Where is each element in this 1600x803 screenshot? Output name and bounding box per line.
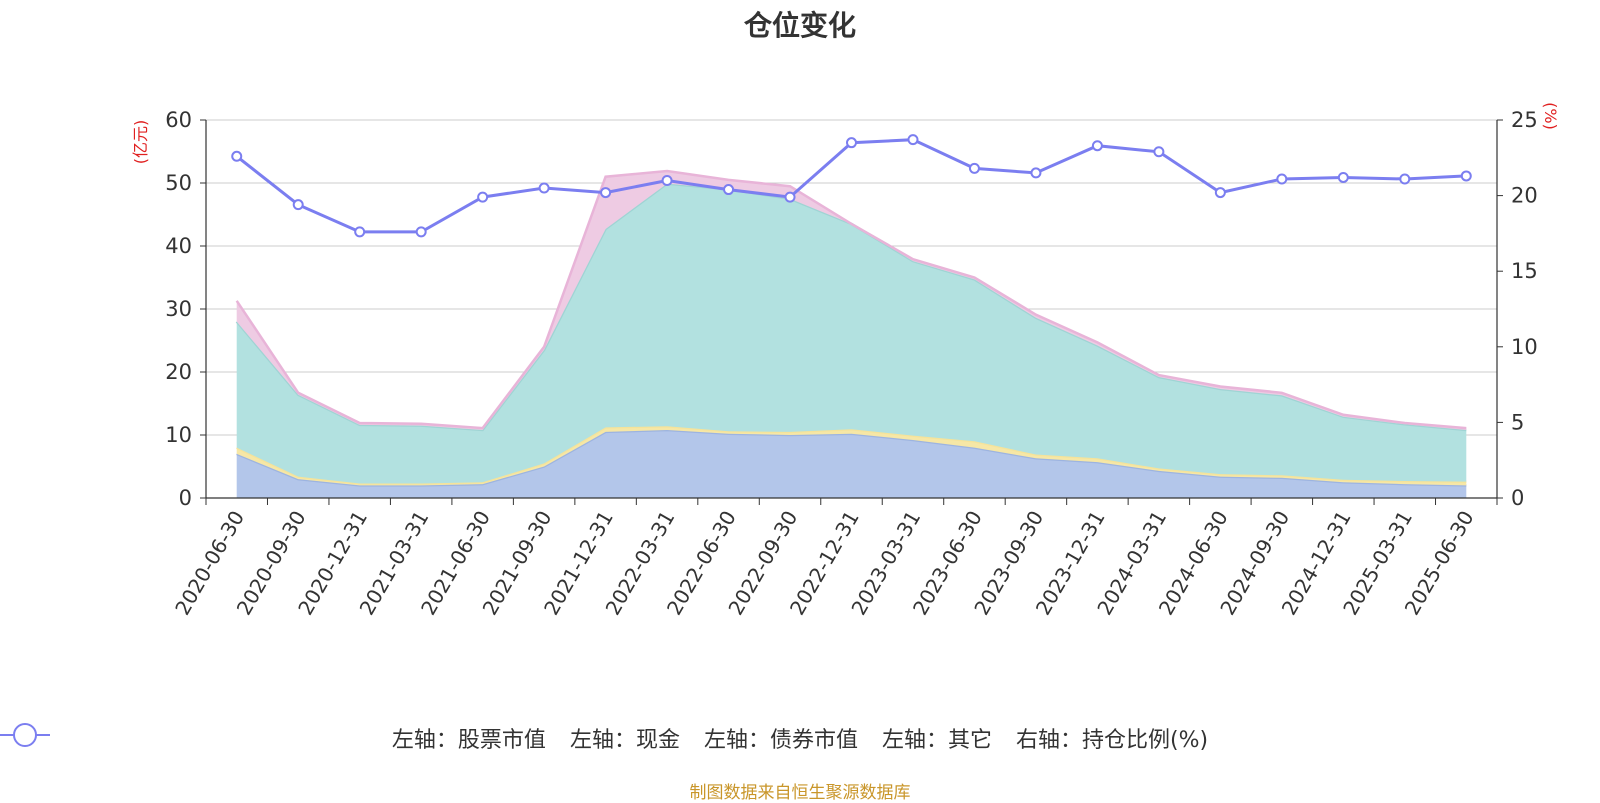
legend-item[interactable]: 左轴：其它 [0, 722, 992, 754]
legend-item[interactable]: 左轴：债券市值 [0, 722, 858, 754]
ratio-point [661, 174, 673, 186]
y-left-tick-label: 20 [165, 360, 192, 384]
y-left-tick-label: 60 [165, 108, 192, 132]
ratio-point [723, 184, 735, 196]
ratio-point [968, 162, 980, 174]
chart-title: 仓位变化 [743, 9, 856, 42]
legend-label: 左轴：债券市值 [703, 728, 858, 753]
ratio-point [415, 226, 427, 238]
area-series-0 [236, 430, 1467, 498]
chart-plot: 010203040506005101520252020-06-302020-09… [131, 102, 1560, 619]
y-right-tick-label: 0 [1511, 486, 1524, 510]
ratio-point [1153, 146, 1165, 158]
legend-label: 左轴：股票市值 [391, 728, 546, 753]
ratio-line [231, 134, 1472, 238]
legend-label: 右轴：持仓比例(%) [1015, 728, 1209, 753]
y-right-tick-label: 15 [1511, 259, 1538, 283]
ratio-point [907, 134, 919, 146]
legend-label: 左轴：其它 [881, 728, 992, 753]
ratio-line-path [235, 138, 1467, 234]
y-right-tick-label: 25 [1511, 108, 1538, 132]
y-right-tick-label: 10 [1511, 335, 1538, 359]
ratio-point [1091, 140, 1103, 152]
ratio-point [354, 226, 366, 238]
left-axis-unit: (亿元) [131, 120, 150, 165]
area-series-2 [236, 183, 1467, 484]
y-left-tick-label: 50 [165, 171, 192, 195]
legend: 左轴：股票市值 左轴：现金 左轴：债券市值 左轴：其它 右轴：持仓比例(%) [0, 720, 1600, 756]
legend-label: 左轴：现金 [569, 728, 680, 753]
stacked-areas [235, 169, 1467, 498]
legend-item[interactable]: 左轴：现金 [0, 722, 680, 754]
ratio-point [1337, 171, 1349, 183]
legend-item[interactable]: 右轴：持仓比例(%) [0, 722, 1209, 754]
y-right-tick-label: 5 [1511, 410, 1524, 434]
ratio-point [1460, 170, 1472, 182]
ratio-point [292, 199, 304, 211]
legend-symbol-dot [13, 723, 37, 747]
ratio-point [1276, 173, 1288, 185]
ratio-point [846, 137, 857, 149]
area-series-1 [236, 426, 1467, 486]
y-right-tick-label: 20 [1511, 184, 1538, 208]
legend-symbol [0, 723, 50, 747]
ratio-point [477, 191, 489, 203]
ratio-point [600, 187, 612, 199]
ratio-point [1214, 187, 1226, 199]
y-left-tick-label: 0 [179, 486, 192, 510]
right-axis-unit: (%) [1541, 102, 1560, 130]
ratio-point [538, 182, 550, 194]
area-series-edge-3 [235, 169, 1467, 430]
legend-item[interactable]: 左轴：股票市值 [0, 722, 546, 754]
ratio-point [1399, 173, 1411, 185]
y-left-tick-label: 10 [165, 423, 192, 447]
y-left-tick-label: 40 [165, 234, 192, 258]
source-note: 制图数据来自恒生聚源数据库 [689, 783, 911, 803]
y-left-tick-label: 30 [165, 297, 192, 321]
ratio-point [784, 191, 796, 203]
ratio-point [1030, 167, 1042, 179]
ratio-point [231, 150, 243, 162]
